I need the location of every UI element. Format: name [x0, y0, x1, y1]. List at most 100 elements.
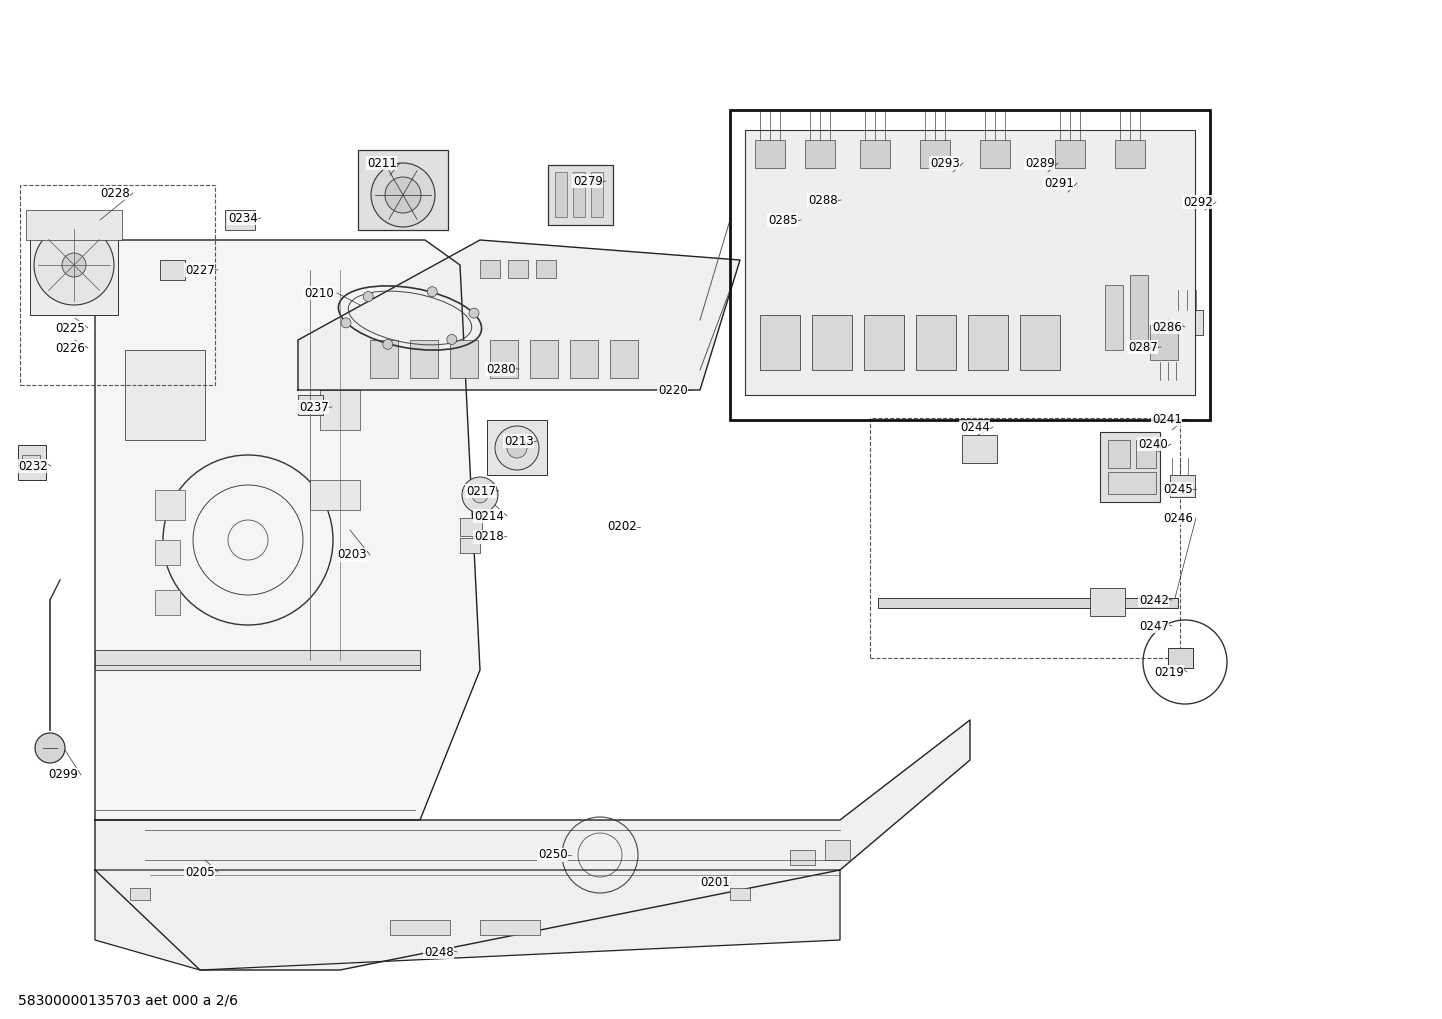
Bar — [320, 390, 360, 430]
Bar — [536, 260, 557, 278]
Bar — [1151, 325, 1178, 360]
Bar — [878, 598, 1178, 608]
Text: 0220: 0220 — [658, 383, 688, 396]
Circle shape — [469, 308, 479, 318]
Text: 0202: 0202 — [607, 521, 637, 534]
Text: 0245: 0245 — [1164, 483, 1193, 495]
Text: 0287: 0287 — [1128, 340, 1158, 354]
Bar — [1115, 140, 1145, 168]
Text: 0246: 0246 — [1164, 512, 1193, 525]
Bar — [358, 150, 448, 230]
Circle shape — [495, 426, 539, 470]
Circle shape — [508, 438, 526, 458]
Text: 0247: 0247 — [1139, 620, 1169, 633]
Text: 0228: 0228 — [99, 186, 130, 200]
Circle shape — [371, 163, 435, 227]
Bar — [130, 888, 150, 900]
Text: 0205: 0205 — [185, 865, 215, 878]
Bar — [1107, 472, 1156, 494]
Text: 0219: 0219 — [1154, 665, 1184, 679]
Bar — [20, 185, 215, 385]
Bar — [371, 340, 398, 378]
Bar — [508, 260, 528, 278]
Text: 0225: 0225 — [55, 322, 85, 334]
Text: 0286: 0286 — [1152, 321, 1182, 333]
Text: 0244: 0244 — [960, 421, 989, 433]
Text: 0292: 0292 — [1182, 196, 1213, 209]
Polygon shape — [298, 240, 740, 390]
Bar — [1107, 440, 1131, 468]
Bar — [962, 435, 996, 463]
Bar — [1019, 315, 1060, 370]
Circle shape — [472, 487, 487, 503]
Bar — [1100, 432, 1159, 502]
Bar — [490, 340, 518, 378]
Text: 0227: 0227 — [185, 264, 215, 276]
Circle shape — [447, 334, 457, 344]
Bar — [981, 140, 1009, 168]
Bar — [572, 172, 585, 217]
Text: 0250: 0250 — [538, 849, 568, 861]
Circle shape — [427, 286, 437, 297]
Polygon shape — [95, 870, 841, 970]
Polygon shape — [95, 240, 480, 820]
Bar — [531, 340, 558, 378]
Bar — [730, 110, 1210, 420]
Bar — [1172, 310, 1203, 335]
Text: 0299: 0299 — [48, 768, 78, 782]
Circle shape — [35, 225, 114, 305]
Bar — [916, 315, 956, 370]
Bar — [1090, 588, 1125, 616]
Text: 0217: 0217 — [466, 484, 496, 497]
Bar — [389, 920, 450, 935]
Text: 0214: 0214 — [474, 510, 503, 523]
Bar — [746, 130, 1195, 395]
Text: 0291: 0291 — [1044, 176, 1074, 190]
Bar — [555, 172, 567, 217]
Bar — [1155, 340, 1182, 362]
Circle shape — [461, 477, 497, 513]
Bar — [760, 315, 800, 370]
Bar — [756, 140, 784, 168]
Bar — [610, 340, 637, 378]
Bar — [1131, 275, 1148, 350]
Text: 0285: 0285 — [769, 214, 797, 226]
Text: 0218: 0218 — [474, 531, 503, 543]
Bar — [298, 395, 323, 415]
Text: 0211: 0211 — [368, 157, 397, 169]
Text: 0248: 0248 — [424, 946, 454, 959]
Bar — [859, 140, 890, 168]
Bar — [125, 350, 205, 440]
Bar — [730, 888, 750, 900]
Bar — [864, 315, 904, 370]
Bar — [1105, 285, 1123, 350]
Text: 0288: 0288 — [808, 194, 838, 207]
Text: 0226: 0226 — [55, 341, 85, 355]
Circle shape — [35, 733, 65, 763]
Text: 0203: 0203 — [337, 548, 366, 561]
Polygon shape — [95, 720, 970, 970]
Text: 0241: 0241 — [1152, 413, 1182, 426]
Bar — [1136, 440, 1156, 468]
Bar — [570, 340, 598, 378]
Text: 0232: 0232 — [17, 460, 48, 473]
Circle shape — [340, 318, 350, 328]
Text: 0289: 0289 — [1025, 157, 1054, 169]
Bar — [26, 210, 123, 240]
Text: 0242: 0242 — [1139, 593, 1169, 606]
Text: 0240: 0240 — [1138, 437, 1168, 450]
Text: 0210: 0210 — [304, 286, 333, 300]
Bar — [225, 210, 255, 230]
Text: 0201: 0201 — [699, 876, 730, 890]
Bar — [870, 418, 1180, 658]
Bar — [1169, 475, 1195, 497]
Bar — [480, 260, 500, 278]
Bar — [310, 480, 360, 510]
Text: 58300000135703 aet 000 a 2/6: 58300000135703 aet 000 a 2/6 — [17, 993, 238, 1007]
Bar — [160, 260, 185, 280]
Circle shape — [62, 253, 87, 277]
Bar — [968, 315, 1008, 370]
Circle shape — [363, 291, 373, 302]
Text: 0234: 0234 — [228, 212, 258, 224]
Bar — [154, 540, 180, 565]
